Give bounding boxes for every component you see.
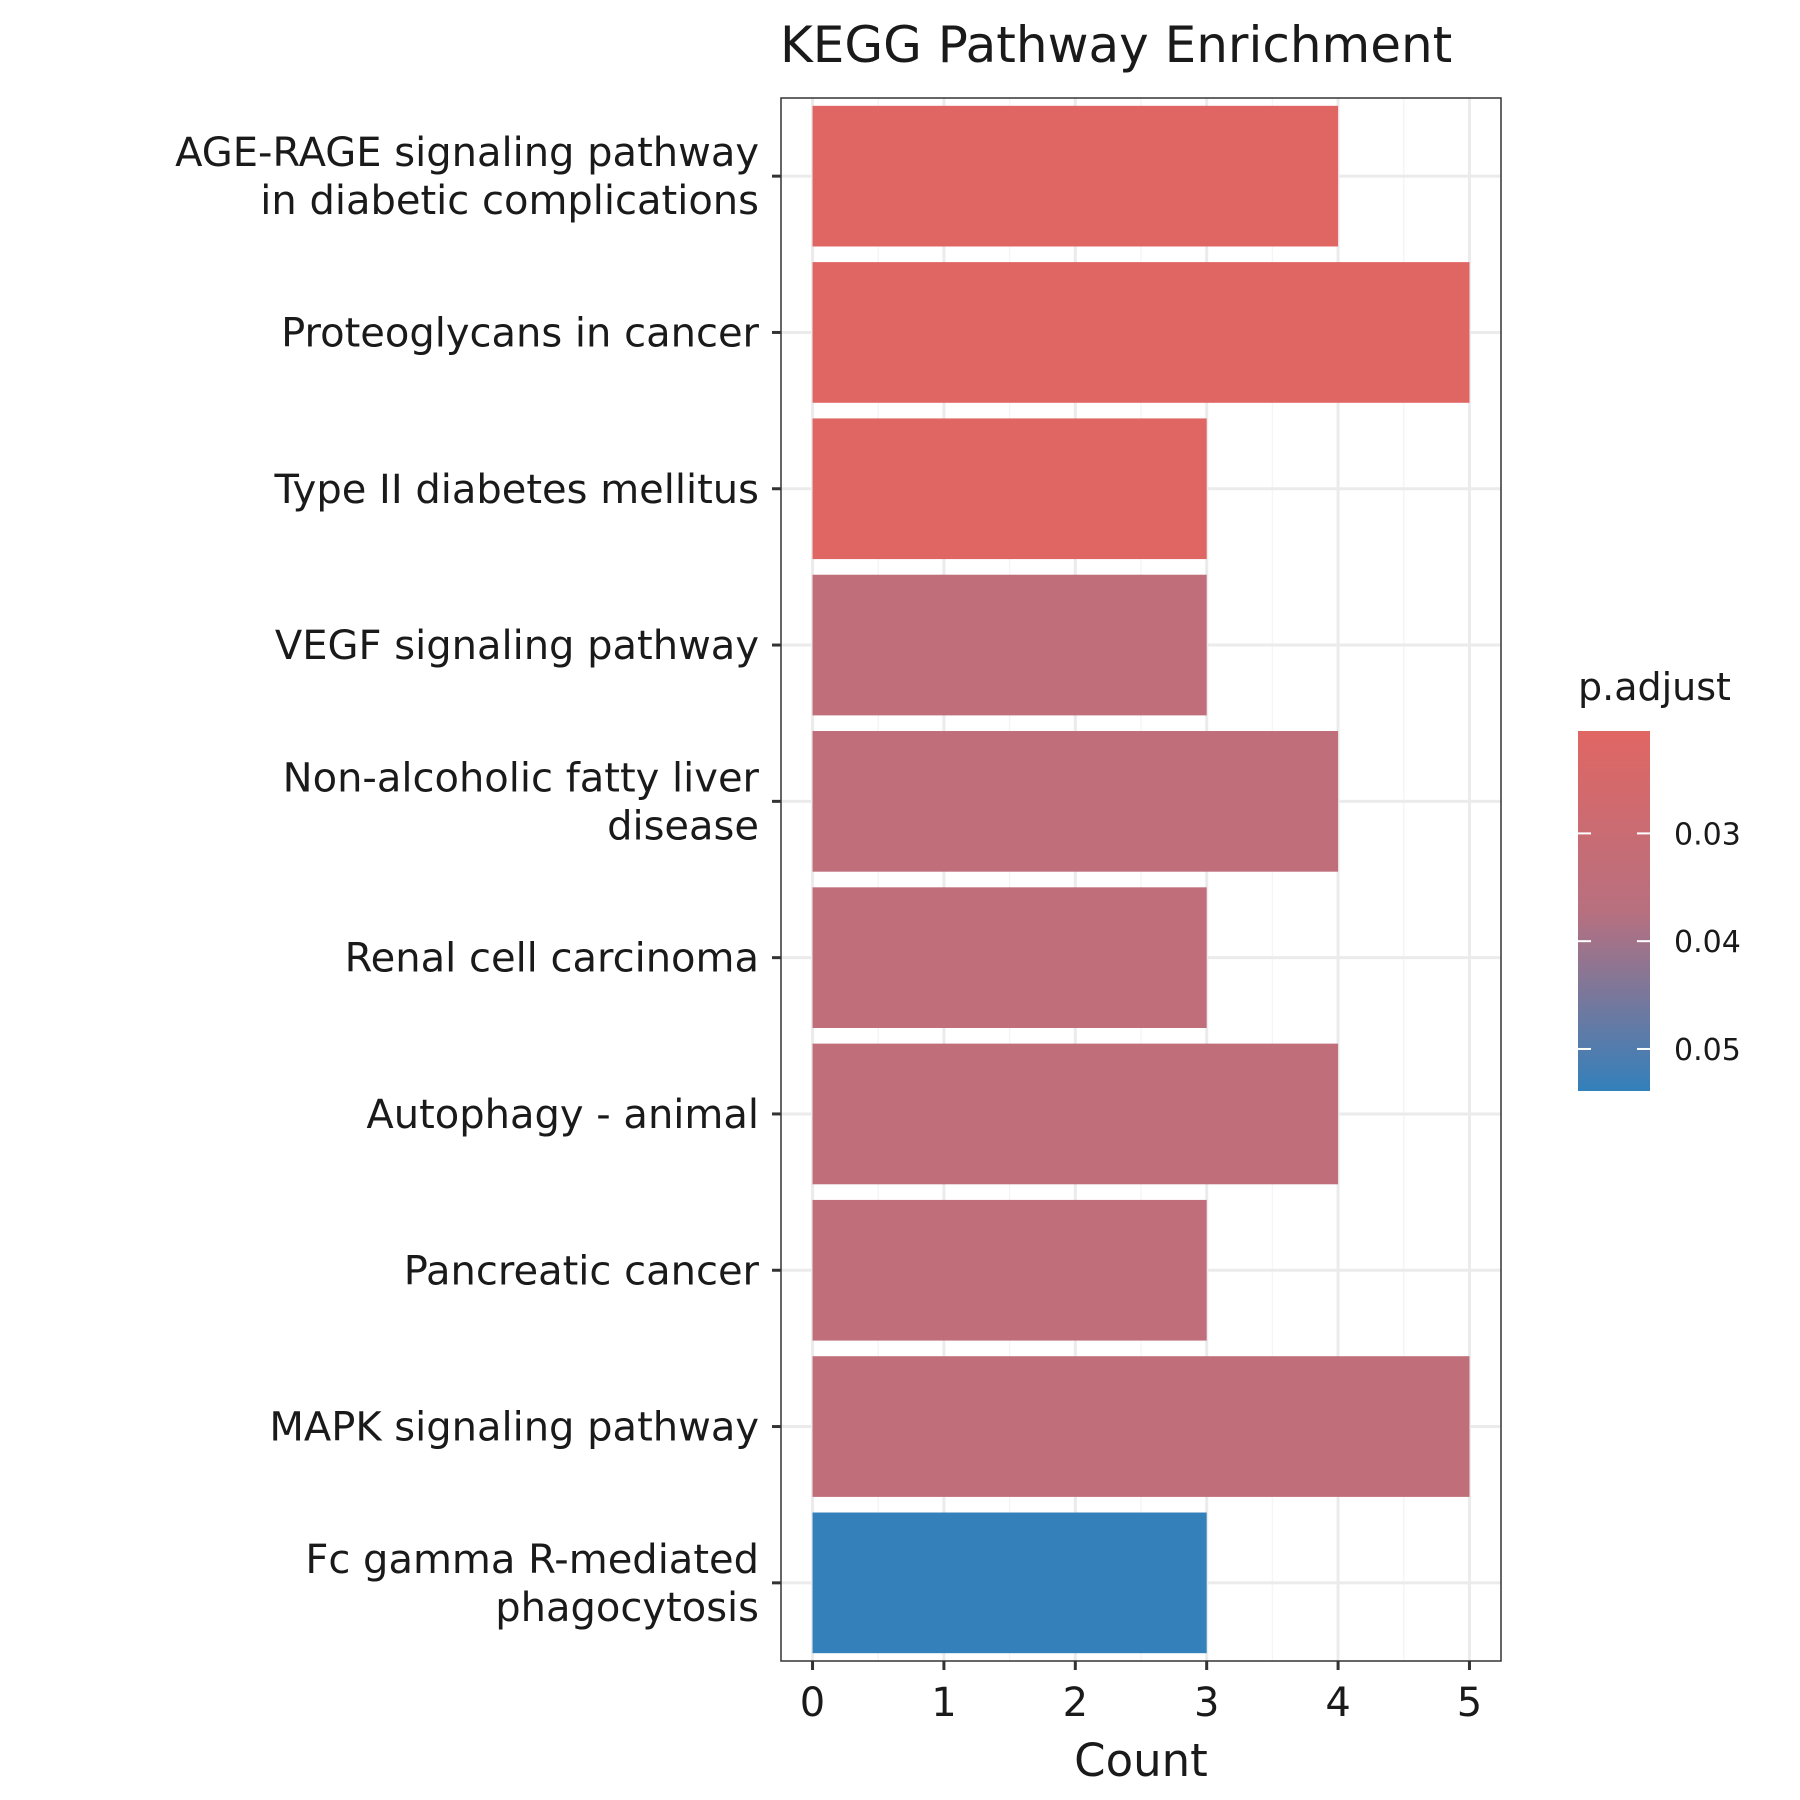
category-label: Autophagy - animal [366,1092,759,1138]
bar [812,731,1339,872]
x-tick-label: 1 [931,1680,956,1726]
category-label: Fc gamma R-mediated phagocytosis [305,1537,759,1631]
x-tick-label: 0 [800,1680,825,1726]
category-label: Non-alcoholic fatty liver disease [283,755,760,849]
plot-panel-border [780,97,1502,1662]
category-label: Pancreatic cancer [404,1248,760,1294]
bar [812,887,1207,1028]
category-label: Proteoglycans in cancer [281,310,759,356]
legend-tick-label: 0.04 [1674,925,1741,960]
x-axis-ticks: 0 1 2 3 4 5 [800,1661,1482,1726]
legend: p.adjust 0.03 0.04 0.05 [1578,665,1741,1091]
x-tick-label: 3 [1194,1680,1219,1726]
legend-title: p.adjust [1578,665,1731,709]
bar [812,1356,1470,1497]
bars [812,105,1470,1654]
bar [812,1512,1207,1654]
category-labels: AGE-RAGE signaling pathway in diabetic co… [175,130,781,1631]
category-label: AGE-RAGE signaling pathway in diabetic co… [175,130,759,224]
legend-tick-label: 0.05 [1674,1033,1741,1068]
category-label: Type II diabetes mellitus [273,467,759,513]
bar [812,574,1207,716]
category-label: Renal cell carcinoma [345,936,759,982]
x-tick-label: 2 [1063,1680,1088,1726]
bar [812,1199,1207,1341]
bar [812,262,1470,403]
legend-tick-label: 0.03 [1674,817,1741,852]
category-label: MAPK signaling pathway [269,1405,759,1451]
bar [812,418,1207,560]
x-tick-label: 5 [1457,1680,1482,1726]
category-label: VEGF signaling pathway [275,623,759,669]
x-tick-label: 4 [1325,1680,1350,1726]
legend-ticks: 0.03 0.04 0.05 [1578,817,1741,1068]
legend-colorbar [1578,731,1650,1091]
bar [812,105,1339,247]
x-axis-title: Count [1074,1734,1208,1787]
bar [812,1043,1339,1185]
chart-title: KEGG Pathway Enrichment [780,16,1452,74]
